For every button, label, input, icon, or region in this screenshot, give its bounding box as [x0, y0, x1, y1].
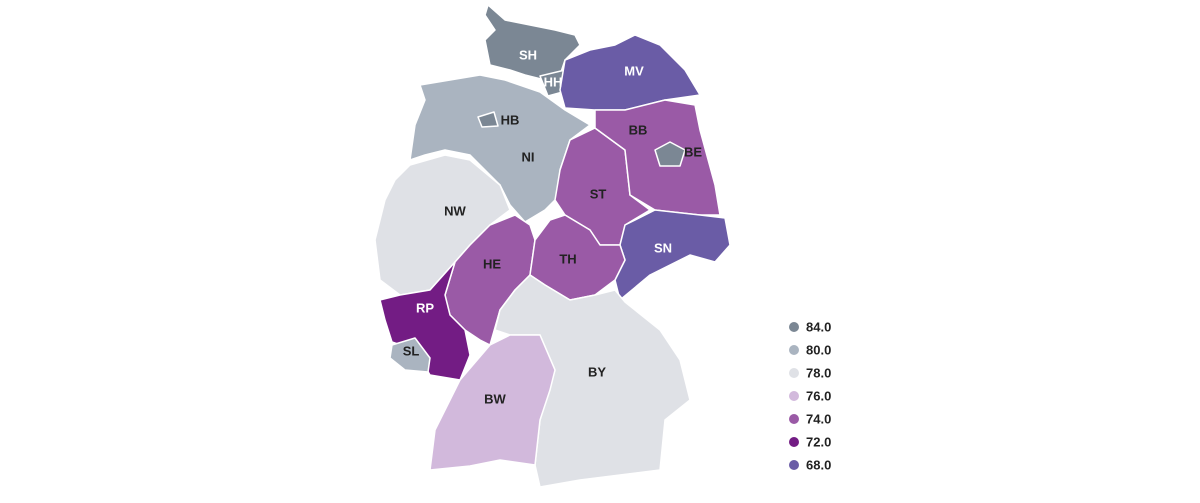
legend-label: 74.0 — [806, 411, 831, 426]
legend: 84.0 80.0 78.0 76.0 74.0 72.0 68.0 — [789, 319, 831, 472]
region — [389, 337, 431, 373]
legend-swatch — [789, 460, 799, 470]
legend-swatch — [789, 414, 799, 424]
region-label: BE — [684, 144, 702, 159]
region-label: SH — [519, 47, 537, 62]
region-label: RP — [416, 300, 434, 315]
region-label: BY — [588, 364, 606, 379]
legend-label: 76.0 — [806, 388, 831, 403]
region-label: HE — [483, 256, 501, 271]
region-label: HB — [501, 112, 520, 127]
region-label: HH — [544, 74, 563, 89]
region — [614, 209, 731, 301]
legend-label: 72.0 — [806, 434, 831, 449]
region — [654, 141, 686, 167]
legend-swatch — [789, 322, 799, 332]
region-label: NW — [444, 203, 466, 218]
legend-label: 80.0 — [806, 342, 831, 357]
region — [429, 334, 556, 471]
legend-swatch — [789, 437, 799, 447]
regions — [374, 4, 731, 488]
region-label: SN — [654, 240, 672, 255]
legend-swatch — [789, 345, 799, 355]
region-label: ST — [590, 186, 607, 201]
region-label: SL — [403, 343, 420, 358]
region — [409, 74, 591, 223]
legend-swatch — [789, 368, 799, 378]
region-label: MV — [624, 63, 644, 78]
legend-label: 68.0 — [806, 457, 831, 472]
legend-swatch — [789, 391, 799, 401]
region — [559, 34, 701, 111]
region-labels: SH HH MV NI HB NW HE RP SL ST BB BE SN T… — [403, 47, 703, 406]
region-label: BW — [484, 391, 506, 406]
region — [477, 111, 499, 128]
legend-label: 84.0 — [806, 319, 831, 334]
legend-label: 78.0 — [806, 365, 831, 380]
region-label: NI — [522, 149, 535, 164]
region — [494, 274, 691, 488]
region-label: BB — [629, 122, 648, 137]
region-label: TH — [559, 251, 576, 266]
